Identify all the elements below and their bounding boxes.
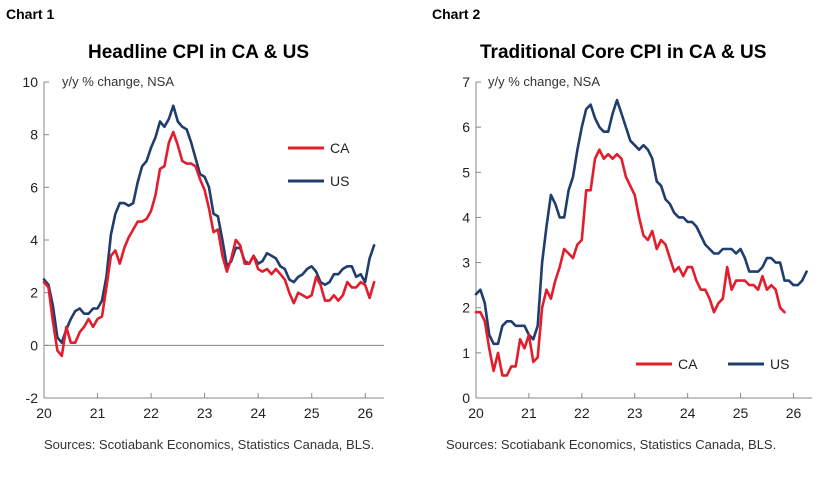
y-tick-label: 0 [462, 390, 470, 406]
y-tick-label: 4 [462, 209, 470, 225]
y-tick-label: 2 [462, 300, 470, 316]
x-tick-label: 23 [627, 405, 643, 421]
series-line-ca [42, 130, 376, 358]
y-axis-label: y/y % change, NSA [488, 74, 600, 89]
y-tick-label: 6 [462, 119, 470, 135]
chart-panel-1: Chart 1 Headline CPI in CA & US -2 0 2 4 6 8 1… [6, 6, 384, 452]
y-tick-label: 3 [462, 255, 470, 271]
series-line-us [474, 98, 808, 346]
x-tick-label: 26 [786, 405, 802, 421]
y-tick-label: 2 [30, 285, 38, 301]
x-tick-label: 21 [521, 405, 537, 421]
x-tick-label: 24 [250, 405, 266, 421]
y-tick-label: 1 [462, 345, 470, 361]
y-tick-label: 10 [22, 74, 38, 90]
x-tick-label: 22 [574, 405, 590, 421]
y-axis-label: y/y % change, NSA [62, 74, 174, 89]
chart-number: Chart 2 [432, 6, 481, 22]
legend-label-ca: CA [330, 140, 350, 156]
chart-title: Traditional Core CPI in CA & US [480, 42, 767, 63]
source-note: Sources: Scotiabank Economics, Statistic… [446, 437, 777, 452]
y-tick-label: -2 [26, 390, 39, 406]
legend-label-ca: CA [678, 356, 698, 372]
x-tick-label: 26 [357, 405, 373, 421]
x-tick-label: 21 [90, 405, 106, 421]
source-note: Sources: Scotiabank Economics, Statistic… [44, 437, 375, 452]
x-tick-label: 20 [36, 405, 52, 421]
x-tick-label: 20 [468, 405, 484, 421]
y-tick-label: 0 [30, 337, 38, 353]
x-tick-label: 25 [304, 405, 320, 421]
series-line-ca [474, 148, 786, 377]
x-tick-label: 25 [733, 405, 749, 421]
chart-title: Headline CPI in CA & US [88, 42, 309, 63]
x-tick-label: 22 [143, 405, 159, 421]
y-tick-label: 8 [30, 127, 38, 143]
x-tick-label: 23 [197, 405, 213, 421]
y-tick-label: 7 [462, 74, 470, 90]
y-tick-label: 4 [30, 232, 38, 248]
legend-label-us: US [770, 356, 789, 372]
y-tick-label: 5 [462, 164, 470, 180]
series-line-us [42, 104, 376, 345]
legend-label-us: US [330, 173, 349, 189]
y-tick-label: 6 [30, 179, 38, 195]
x-tick-label: 24 [680, 405, 696, 421]
chart-panel-2: Chart 2 Traditional Core CPI in CA & US … [414, 0, 828, 483]
chart-number: Chart 1 [6, 6, 55, 22]
